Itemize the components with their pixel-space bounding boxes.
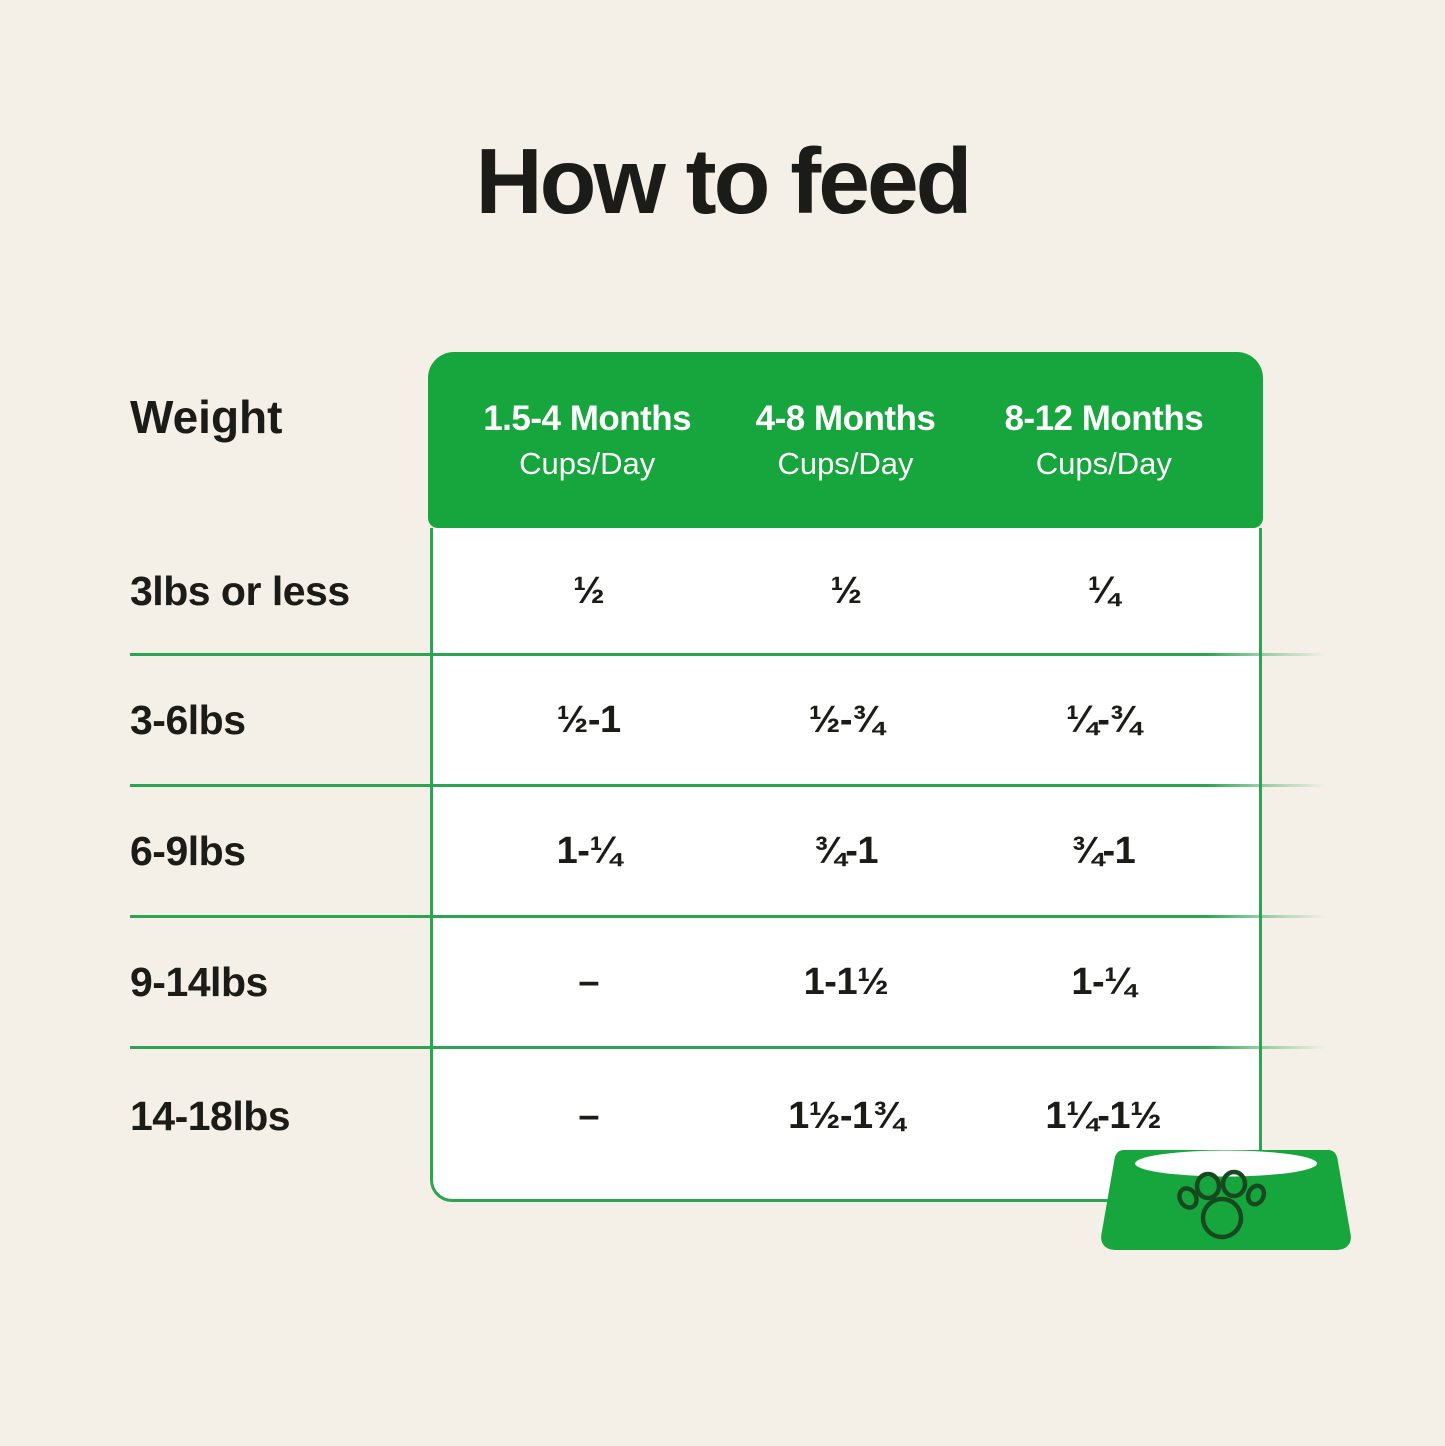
col-header-2: 4-8 Months Cups/Day	[716, 399, 974, 482]
weight-labels-column: 3lbs or less 3-6lbs 6-9lbs 9-14lbs 14-18…	[130, 528, 420, 1202]
paw-print-icon	[1177, 1169, 1267, 1240]
weight-row-label: 6-9lbs	[130, 828, 246, 874]
table-row: – 1-1½ 1-¼	[460, 917, 1232, 1048]
col-1-unit: Cups/Day	[519, 445, 656, 481]
table-row: 1-¼ ¾-1 ¾-1	[460, 786, 1232, 917]
table-row: ½ ½ ¼	[460, 528, 1232, 655]
cups-value: ¼-¾	[1066, 699, 1141, 741]
bowl-opening	[1135, 1150, 1317, 1177]
cups-value: 1½-1¾	[788, 1094, 904, 1137]
col-1-age-range: 1.5-4 Months	[483, 398, 692, 438]
row-divider	[130, 915, 1326, 918]
table-body-outline	[430, 528, 1262, 1202]
table-row: – 1½-1¾ 1¼-1½	[460, 1048, 1232, 1202]
cups-value: 1-¼	[556, 830, 621, 872]
cups-value: ¼	[1087, 570, 1120, 612]
row-divider	[130, 784, 1326, 787]
row-divider	[130, 653, 1326, 656]
cups-value: ½-¾	[808, 699, 884, 741]
table-header: 1.5-4 Months Cups/Day 4-8 Months Cups/Da…	[428, 352, 1263, 528]
cups-value: ½-1	[556, 699, 621, 741]
weight-row-label: 9-14lbs	[130, 959, 268, 1005]
weight-row-label: 3lbs or less	[130, 568, 350, 614]
cups-value: –	[578, 961, 599, 1003]
row-divider	[130, 1046, 1326, 1049]
table-values: ½ ½ ¼ ½-1 ½-¾ ¼-¾ 1-¼ ¾-1 ¾-1 – 1-1½ 1-¼…	[430, 528, 1262, 1202]
cups-value: 1-1½	[803, 961, 889, 1003]
table-row: ½-1 ½-¾ ¼-¾	[460, 655, 1232, 786]
cups-value: ¾-1	[1071, 830, 1136, 872]
cups-value: –	[578, 1094, 599, 1137]
col-header-3: 8-12 Months Cups/Day	[975, 399, 1233, 482]
weight-row-label: 3-6lbs	[130, 697, 246, 743]
cups-value: ½	[830, 570, 862, 612]
weight-column-header: Weight	[130, 391, 283, 443]
cups-value: 1-¼	[1071, 961, 1136, 1003]
col-2-age-range: 4-8 Months	[755, 398, 936, 438]
col-header-1: 1.5-4 Months Cups/Day	[458, 399, 716, 482]
col-3-age-range: 8-12 Months	[1004, 398, 1204, 438]
weight-row-label: 14-18lbs	[130, 1092, 291, 1139]
col-2-unit: Cups/Day	[777, 445, 914, 481]
cups-value: ½	[573, 570, 605, 612]
col-3-unit: Cups/Day	[1035, 445, 1172, 481]
cups-value: 1¼-1½	[1045, 1094, 1162, 1137]
cups-value: ¾-1	[814, 830, 878, 872]
page-title: How to feed	[475, 129, 973, 233]
dog-bowl-paw-icon	[1101, 1150, 1351, 1250]
